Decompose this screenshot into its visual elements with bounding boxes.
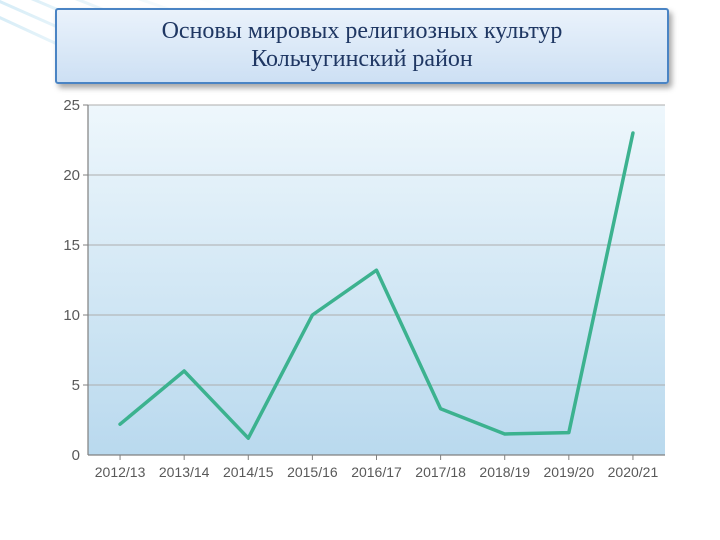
ytick-label: 0 [72, 447, 80, 464]
xtick-label: 2019/20 [544, 464, 595, 480]
ytick-label: 15 [63, 237, 80, 254]
title-line-2: Кольчугинский район [251, 46, 473, 74]
chart-title-box: Основы мировых религиозных культур Кольч… [55, 8, 669, 84]
xtick-label: 2013/14 [159, 464, 210, 480]
ytick-label: 25 [63, 97, 80, 114]
xtick-label: 2020/21 [608, 464, 659, 480]
xtick-label: 2016/17 [351, 464, 402, 480]
ytick-label: 5 [72, 377, 80, 394]
title-line-1: Основы мировых религиозных культур [162, 18, 563, 46]
plot-area [88, 105, 665, 455]
ytick-label: 20 [63, 167, 80, 184]
xtick-label: 2014/15 [223, 464, 274, 480]
xtick-label: 2017/18 [415, 464, 466, 480]
ytick-label: 10 [63, 307, 80, 324]
xtick-label: 2018/19 [479, 464, 530, 480]
xtick-label: 2015/16 [287, 464, 338, 480]
xtick-label: 2012/13 [95, 464, 146, 480]
line-chart: 0 5 10 15 20 25 2012/13 2013/14 2014/15 2015/16 20… [40, 95, 680, 495]
